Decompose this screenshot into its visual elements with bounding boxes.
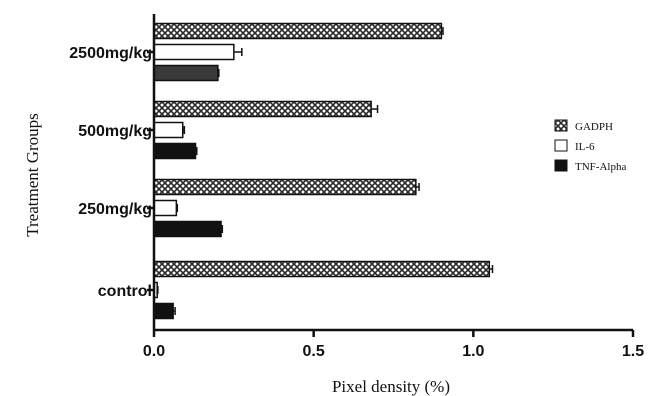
error-bar-tnf-alpha-0 bbox=[217, 69, 220, 77]
legend-swatch bbox=[554, 159, 568, 172]
legend: GADPH IL-6 TNF-Alpha bbox=[554, 119, 626, 173]
legend-label: GADPH bbox=[575, 121, 613, 133]
x-tick-label: 1.5 bbox=[622, 343, 644, 360]
x-tick-label: 1.0 bbox=[462, 343, 484, 360]
bar-il-6-0 bbox=[153, 43, 235, 61]
bar-tnf-alpha-0 bbox=[153, 64, 219, 82]
error-bar-gadph-3 bbox=[489, 265, 494, 273]
error-bar-tnf-alpha-1 bbox=[195, 147, 198, 155]
error-bar-il-6-3 bbox=[157, 286, 159, 294]
error-bar-gadph-0 bbox=[441, 27, 444, 35]
legend-swatch bbox=[554, 119, 568, 132]
legend-swatch bbox=[554, 139, 568, 152]
plot-area bbox=[153, 22, 494, 320]
bar-gadph-3 bbox=[153, 260, 491, 278]
x-tick-label: 0.5 bbox=[303, 343, 325, 360]
y-axis-title: Treatment Groups bbox=[23, 113, 42, 237]
category-label: control bbox=[98, 283, 152, 300]
error-bar-tnf-alpha-2 bbox=[221, 225, 224, 233]
category-label: 250mg/kg bbox=[78, 201, 152, 218]
bar-gadph-1 bbox=[153, 100, 372, 118]
x-axis: 0.0 0.5 1.0 1.5 bbox=[143, 328, 644, 360]
bar-tnf-alpha-3 bbox=[153, 302, 174, 320]
legend-item-tnf-alpha: TNF-Alpha bbox=[554, 159, 626, 173]
legend-label: TNF-Alpha bbox=[575, 161, 626, 173]
error-bar-il-6-2 bbox=[176, 204, 179, 212]
legend-item-il-6: IL-6 bbox=[554, 139, 595, 153]
error-bar-tnf-alpha-3 bbox=[173, 307, 176, 315]
bar-gadph-2 bbox=[153, 178, 417, 196]
legend-label: IL-6 bbox=[575, 141, 595, 153]
bar-tnf-alpha-2 bbox=[153, 220, 222, 238]
error-bar-il-6-1 bbox=[182, 126, 186, 134]
y-axis: 2500mg/kg 500mg/kg 250mg/kg control bbox=[69, 14, 156, 330]
x-axis-title: Pixel density (%) bbox=[332, 377, 450, 396]
bar-tnf-alpha-1 bbox=[153, 142, 197, 160]
category-label: 2500mg/kg bbox=[69, 45, 152, 62]
category-label: 500mg/kg bbox=[78, 123, 152, 140]
error-bar-il-6-0 bbox=[233, 48, 243, 56]
error-bar-gadph-1 bbox=[371, 105, 379, 113]
bar-il-6-2 bbox=[153, 199, 178, 217]
error-bar-gadph-2 bbox=[415, 183, 420, 191]
x-tick-label: 0.0 bbox=[143, 343, 165, 360]
bar-gadph-0 bbox=[153, 22, 443, 40]
bar-il-6-1 bbox=[153, 121, 184, 139]
legend-item-gadph: GADPH bbox=[554, 119, 613, 133]
